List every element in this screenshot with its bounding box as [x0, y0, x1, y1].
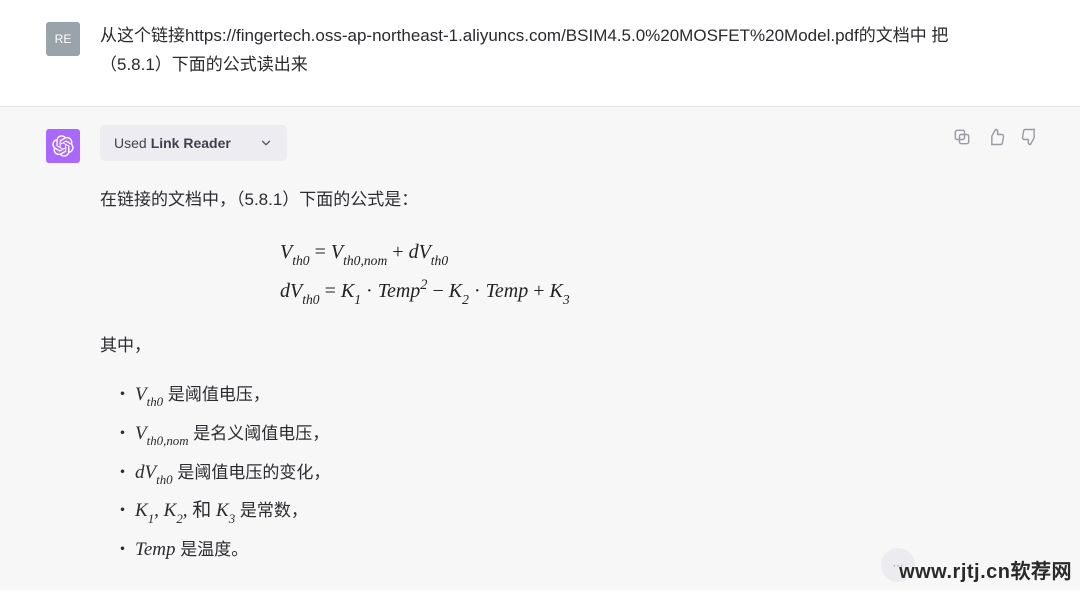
plugin-name: Link Reader — [151, 135, 231, 151]
plugin-used-label: Used — [114, 135, 147, 151]
plugin-chip[interactable]: Used Link Reader — [100, 125, 287, 161]
list-item: Vth0,nom 是名义阈值电压， — [114, 415, 1034, 454]
definition-list: Vth0 是阈值电压，Vth0,nom 是名义阈值电压，dVth0 是阈值电压的… — [114, 376, 1034, 571]
watermark-text: www.rjtj.cn软荐网 — [899, 555, 1072, 584]
assistant-message-row: Used Link Reader 在链接的文档中，（5.8.1）下面的公式是： … — [0, 107, 1080, 591]
formula-block: Vth0 = Vth0,nom + dVth0 dVth0 = K1 · Tem… — [280, 233, 1034, 311]
chat-container: RE 从这个链接https://fingertech.oss-ap-northe… — [0, 0, 1080, 608]
openai-icon — [52, 135, 74, 157]
user-message-row: RE 从这个链接https://fingertech.oss-ap-northe… — [0, 0, 1080, 106]
assistant-avatar — [46, 129, 80, 163]
chevron-down-icon — [259, 136, 273, 150]
copy-icon[interactable] — [952, 127, 972, 147]
list-item: dVth0 是阈值电压的变化， — [114, 454, 1034, 493]
formula-line-2: dVth0 = K1 · Temp2 − K2 · Temp + K3 — [280, 272, 1034, 311]
list-item: Vth0 是阈值电压， — [114, 376, 1034, 415]
message-actions — [952, 127, 1040, 147]
where-label: 其中， — [100, 331, 1034, 362]
user-avatar: RE — [46, 22, 80, 56]
formula-line-1: Vth0 = Vth0,nom + dVth0 — [280, 233, 1034, 272]
user-message-text: 从这个链接https://fingertech.oss-ap-northeast… — [100, 22, 980, 80]
assistant-body: Used Link Reader 在链接的文档中，（5.8.1）下面的公式是： … — [100, 125, 1034, 571]
thumbs-down-icon[interactable] — [1020, 127, 1040, 147]
thumbs-up-icon[interactable] — [986, 127, 1006, 147]
assistant-intro: 在链接的文档中，（5.8.1）下面的公式是： — [100, 185, 1034, 216]
list-item: K1, K2, 和 K3 是常数， — [114, 492, 1034, 531]
